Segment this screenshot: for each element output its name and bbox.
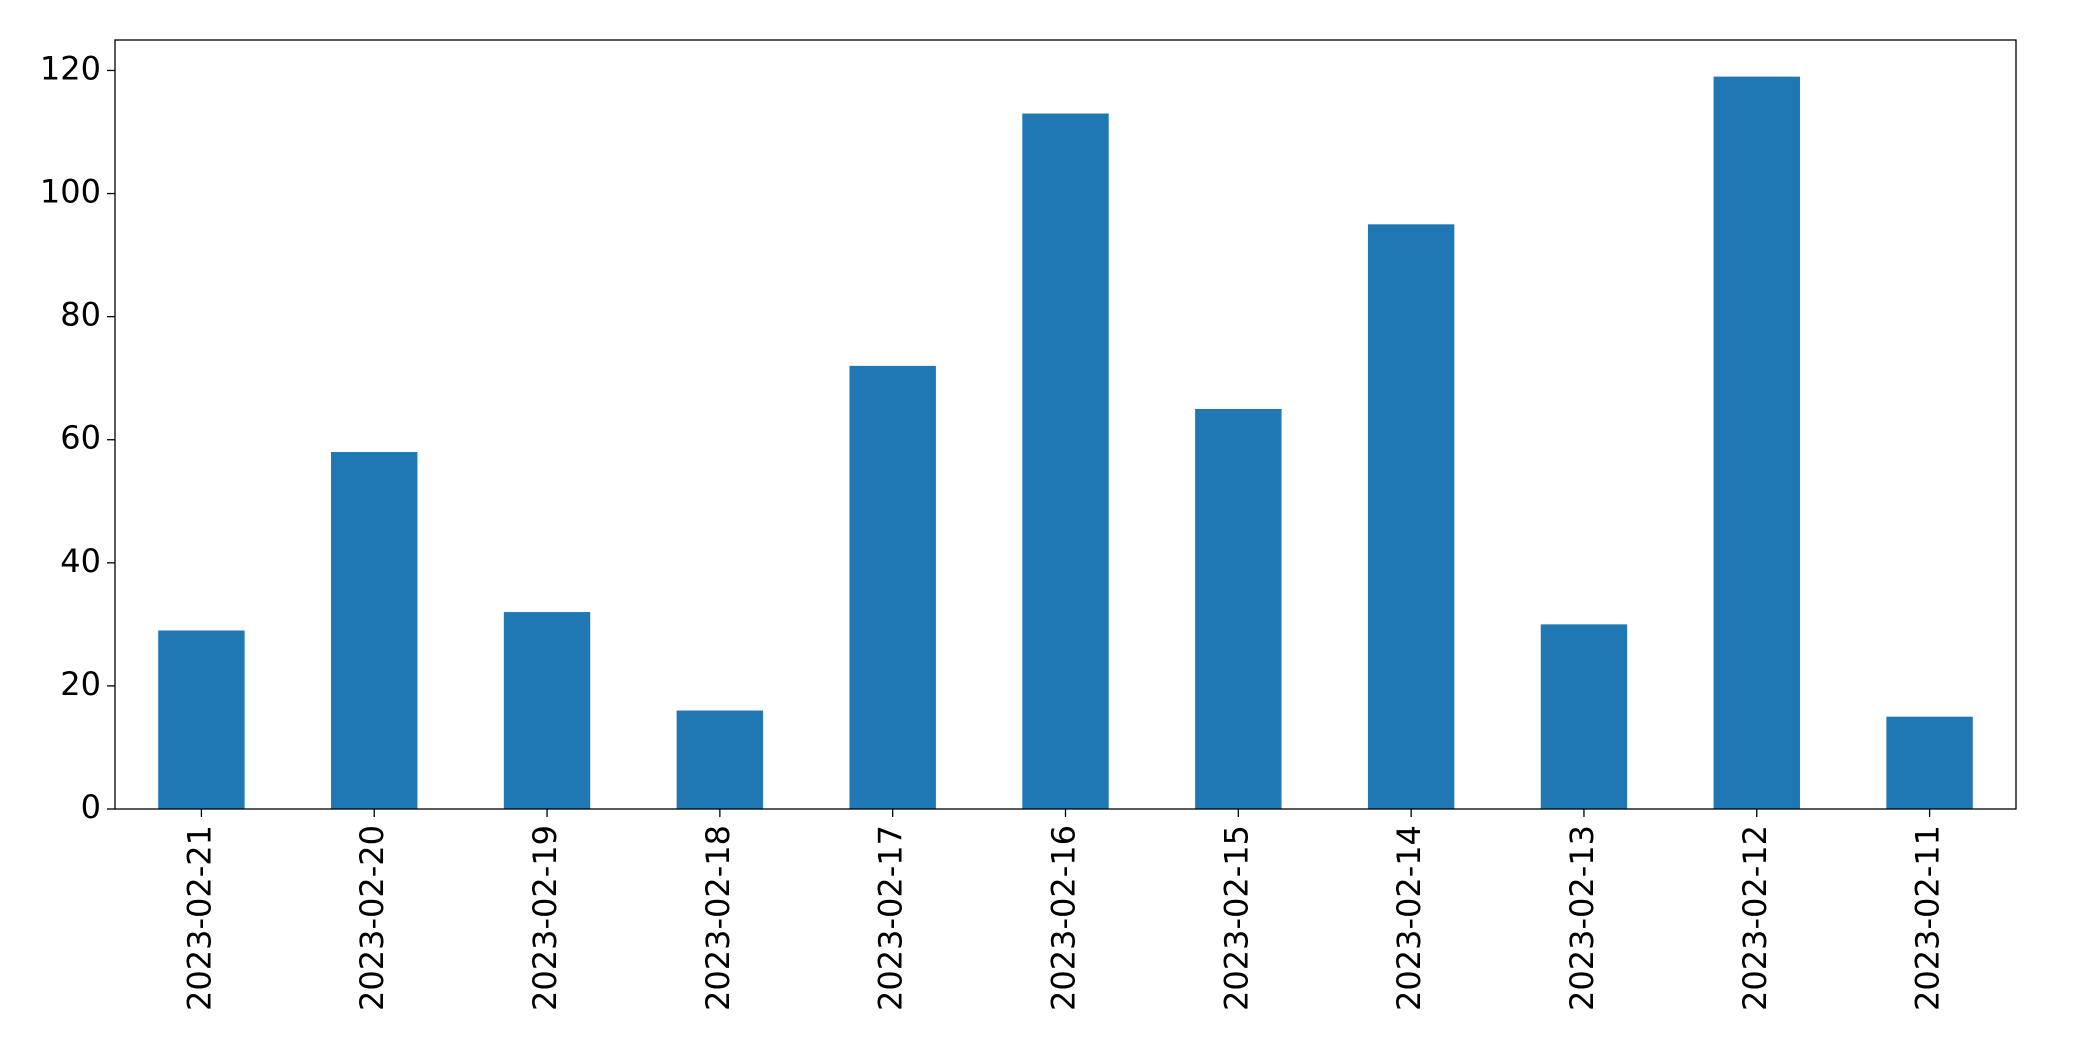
bar xyxy=(1022,113,1109,809)
x-tick-label: 2023-02-15 xyxy=(1217,825,1255,1011)
y-tick-label: 60 xyxy=(60,419,101,457)
bar xyxy=(1713,76,1800,810)
x-tick-label: 2023-02-16 xyxy=(1045,825,1083,1011)
bar xyxy=(503,612,591,809)
bar xyxy=(158,630,245,809)
y-tick-label: 0 xyxy=(81,788,101,826)
bar xyxy=(331,452,418,809)
bar xyxy=(1540,624,1628,809)
y-tick-label: 40 xyxy=(60,542,101,580)
y-tick-label: 120 xyxy=(40,49,101,87)
x-tick-label: 2023-02-20 xyxy=(353,825,391,1011)
y-tick-label: 80 xyxy=(60,296,101,334)
x-tick-label: 2023-02-14 xyxy=(1390,825,1428,1011)
x-tick-label: 2023-02-12 xyxy=(1736,825,1774,1011)
y-tick-label: 100 xyxy=(40,173,101,211)
x-tick-label: 2023-02-13 xyxy=(1563,825,1601,1011)
x-tick-label: 2023-02-19 xyxy=(526,825,564,1011)
plot-frame xyxy=(114,39,2017,810)
bar xyxy=(676,710,764,809)
bar xyxy=(1367,224,1455,810)
bar xyxy=(1195,408,1282,809)
x-tick-label: 2023-02-11 xyxy=(1909,825,1947,1011)
bar xyxy=(1886,716,1973,809)
x-tick-label: 2023-02-21 xyxy=(180,825,218,1011)
x-tick-label: 2023-02-18 xyxy=(699,825,737,1011)
x-tick-label: 2023-02-17 xyxy=(872,825,910,1011)
bar xyxy=(849,365,936,809)
y-tick-label: 20 xyxy=(60,665,101,703)
